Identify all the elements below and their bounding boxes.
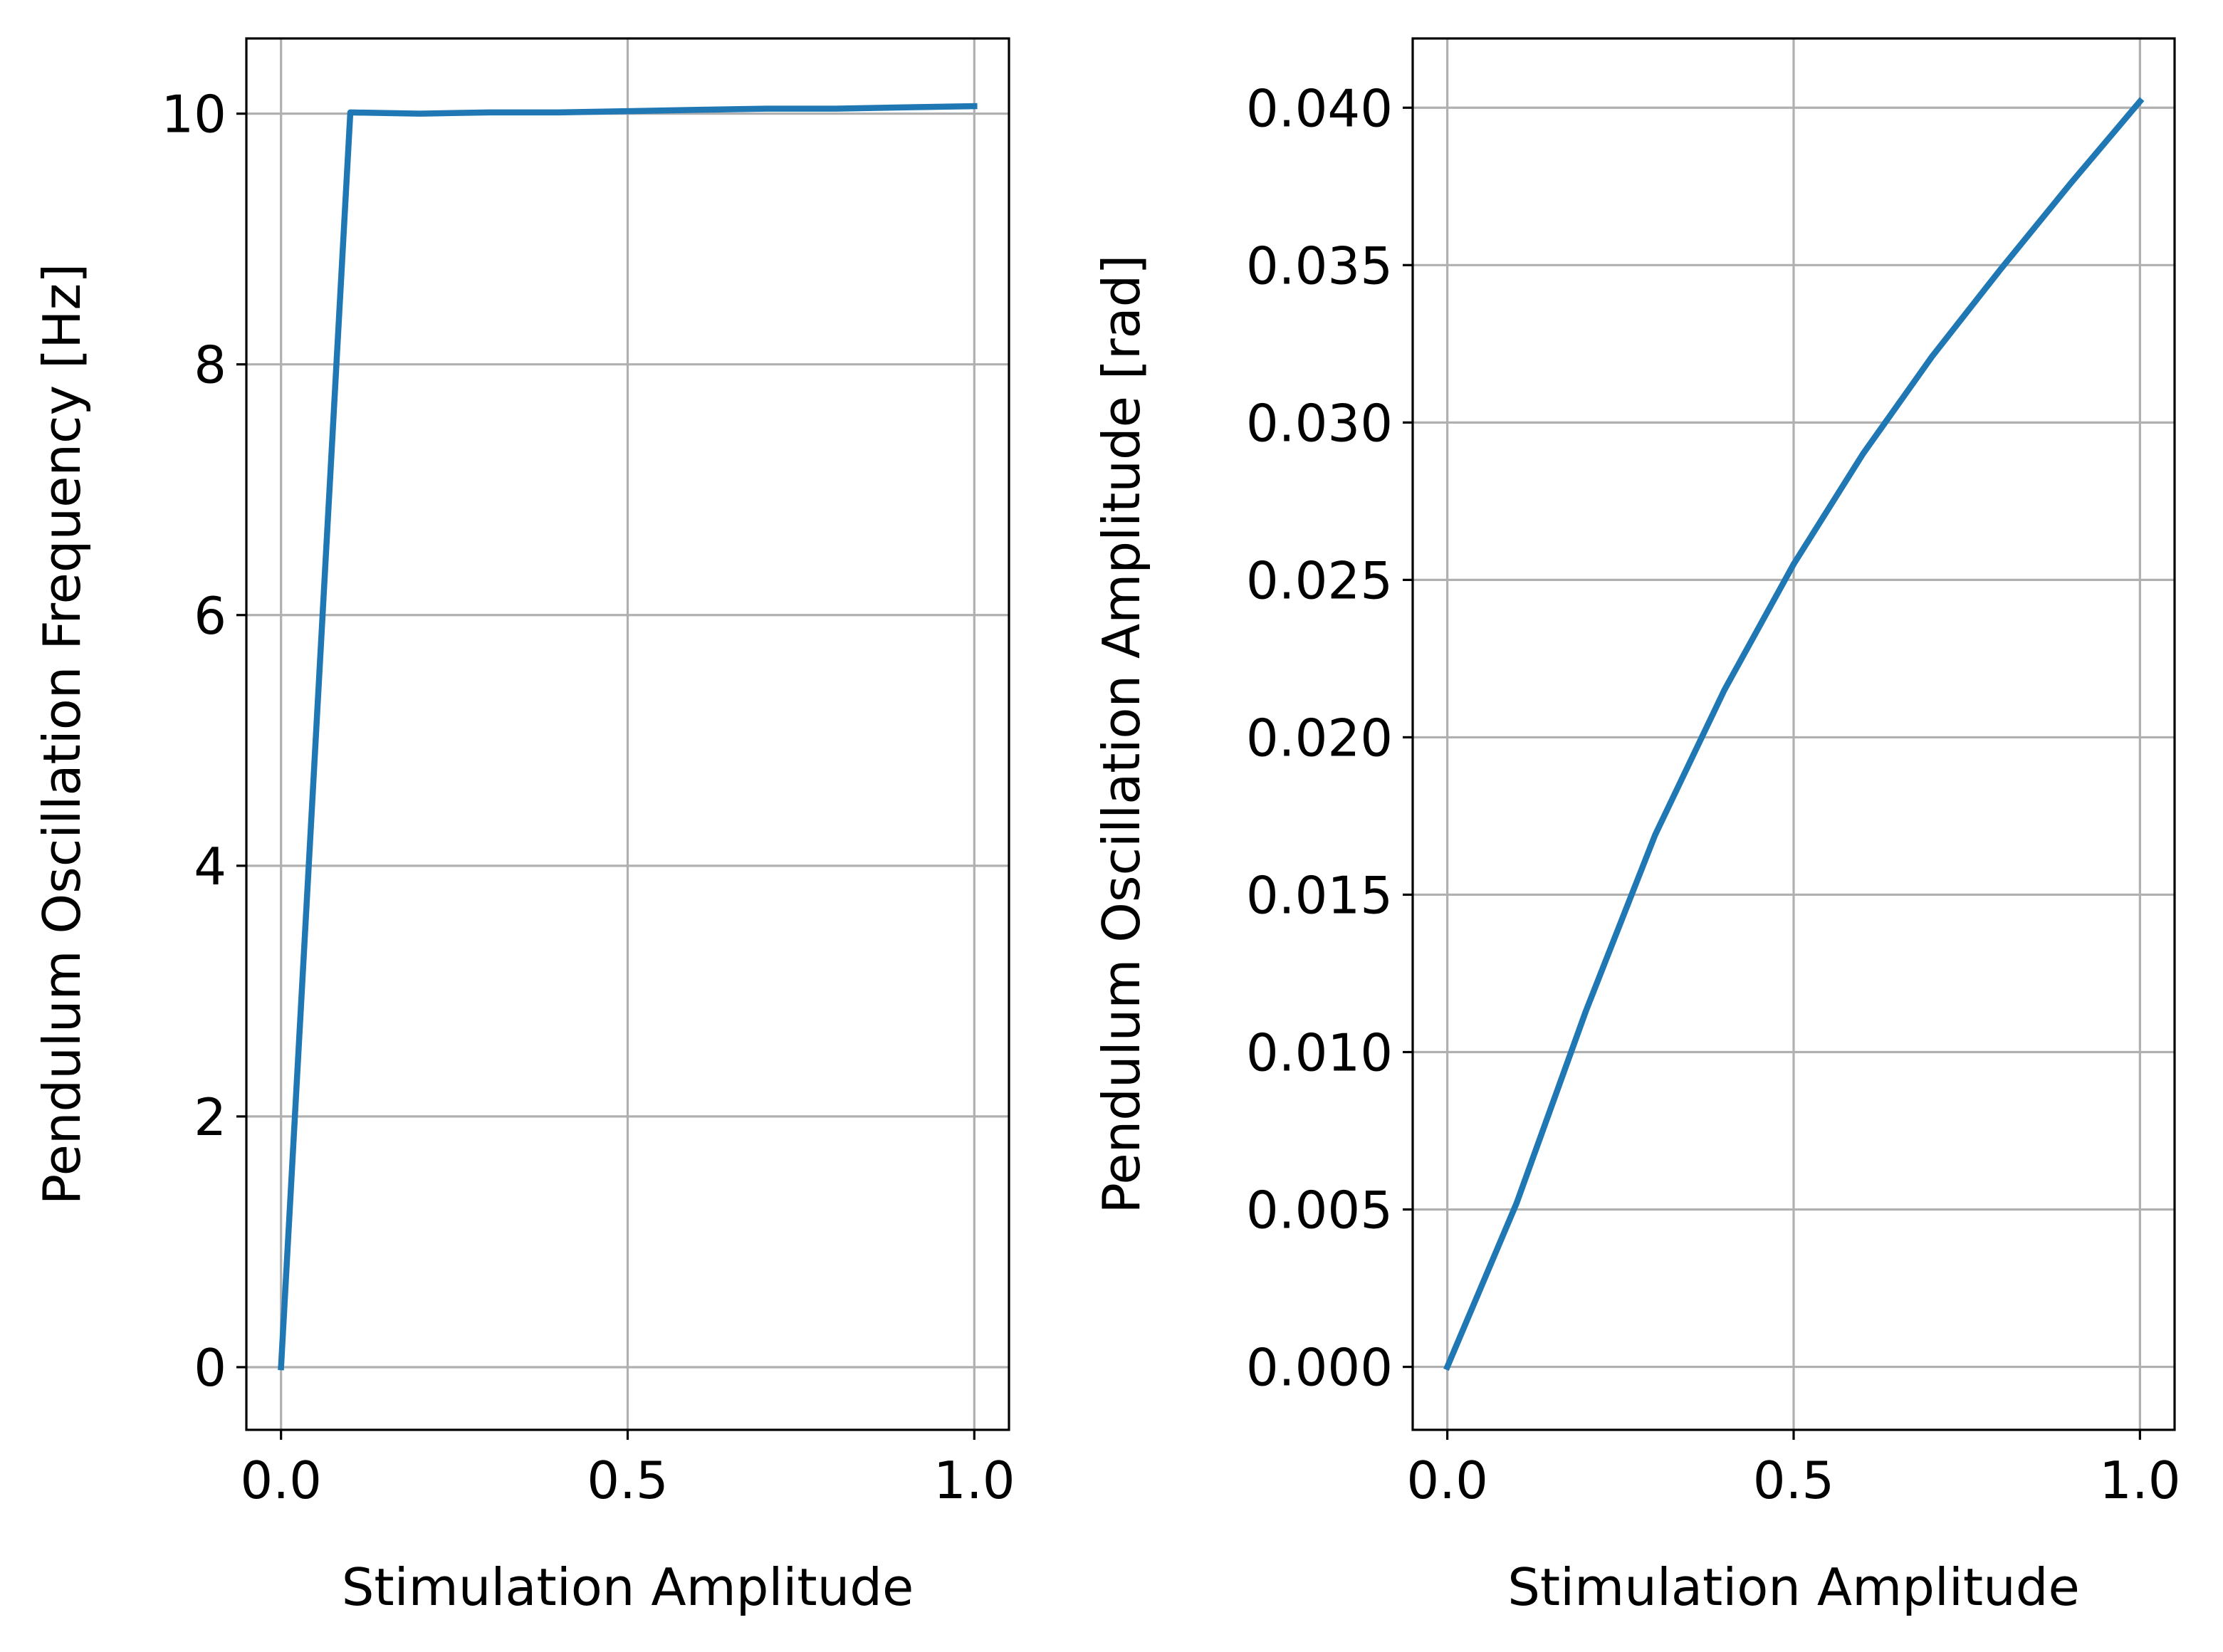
y-tick-label: 2 xyxy=(194,1087,226,1147)
x-tick-label: 0.0 xyxy=(1406,1450,1488,1510)
y-tick-label: 0 xyxy=(194,1338,226,1398)
y-tick-label: 0.000 xyxy=(1246,1338,1393,1398)
y-tick-label: 0.030 xyxy=(1246,393,1393,453)
y-tick-label: 4 xyxy=(194,837,226,896)
y-tick-label: 0.010 xyxy=(1246,1023,1393,1083)
y-axis-label: Pendulum Oscillation Amplitude [rad] xyxy=(1092,255,1151,1214)
y-tick-label: 0.040 xyxy=(1246,78,1393,138)
y-axis-label: Pendulum Oscillation Frequency [Hz] xyxy=(32,263,92,1205)
subplot-1: 0.0 0.5 1.0 0 2 4 6 8 10 Stimulation Amplitude Pen… xyxy=(32,37,1015,1617)
x-tick-label: 0.5 xyxy=(1753,1450,1835,1510)
series-line xyxy=(1443,97,2145,1371)
y-tick-label: 0.035 xyxy=(1246,236,1393,296)
y-tick-label: 8 xyxy=(194,335,226,395)
y-tick-label: 10 xyxy=(161,85,226,145)
x-tick-label: 0.5 xyxy=(587,1450,669,1510)
x-axis-label: Stimulation Amplitude xyxy=(1507,1557,2080,1617)
y-tick-label: 0.020 xyxy=(1246,708,1393,768)
y-tick-label: 6 xyxy=(194,586,226,646)
x-tick-label: 0.0 xyxy=(240,1450,322,1510)
subplot-2: 0.0 0.5 1.0 0.000 0.005 0.010 0.015 0.020 0.025 0… xyxy=(1092,37,2181,1617)
x-tick-label: 1.0 xyxy=(933,1450,1015,1510)
x-tick-label: 1.0 xyxy=(2099,1450,2181,1510)
x-axis-label: Stimulation Amplitude xyxy=(342,1557,914,1617)
y-tick-label: 0.005 xyxy=(1246,1181,1393,1240)
y-tick-label: 0.025 xyxy=(1246,550,1393,610)
y-tick-label: 0.015 xyxy=(1246,865,1393,925)
series-line xyxy=(278,103,978,1371)
